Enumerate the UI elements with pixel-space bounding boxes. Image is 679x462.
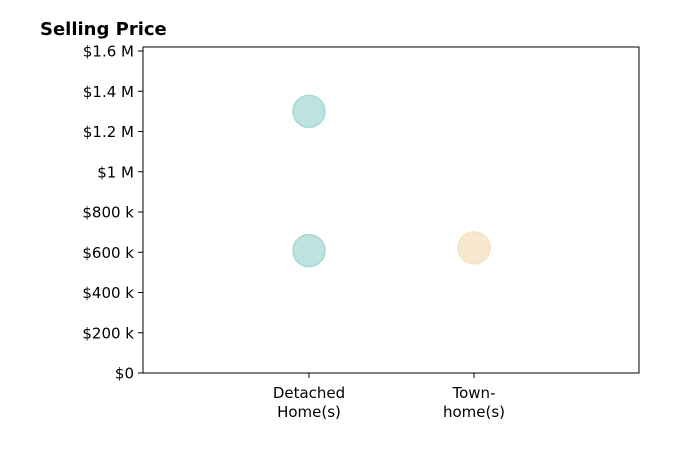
data-points <box>292 94 491 268</box>
y-axis: $0 $200 k $400 k $600 k $800 k $1 M $1.2 M $1.4… <box>82 43 143 383</box>
data-point <box>292 233 326 268</box>
x-tick-label: home(s) <box>443 403 505 421</box>
y-tick-label: $1.2 M <box>83 123 134 141</box>
y-tick-label: $1.4 M <box>83 83 134 101</box>
y-tick-label: $600 k <box>82 244 134 262</box>
y-tick-label: $1.6 M <box>83 43 134 61</box>
x-tick-label: Detached <box>273 384 345 402</box>
chart-title: Selling Price <box>40 19 167 40</box>
plot-area <box>142 46 640 374</box>
y-tick-label: $400 k <box>82 284 134 302</box>
y-tick-label: $200 k <box>82 324 134 342</box>
y-tick-label: $0 <box>115 365 134 383</box>
data-point <box>457 231 491 265</box>
x-tick-label: Home(s) <box>277 403 341 421</box>
y-tick-label: $1 M <box>97 163 134 181</box>
data-point <box>292 94 326 129</box>
x-tick-label: Town- <box>452 384 496 402</box>
y-tick-label: $800 k <box>82 204 134 222</box>
